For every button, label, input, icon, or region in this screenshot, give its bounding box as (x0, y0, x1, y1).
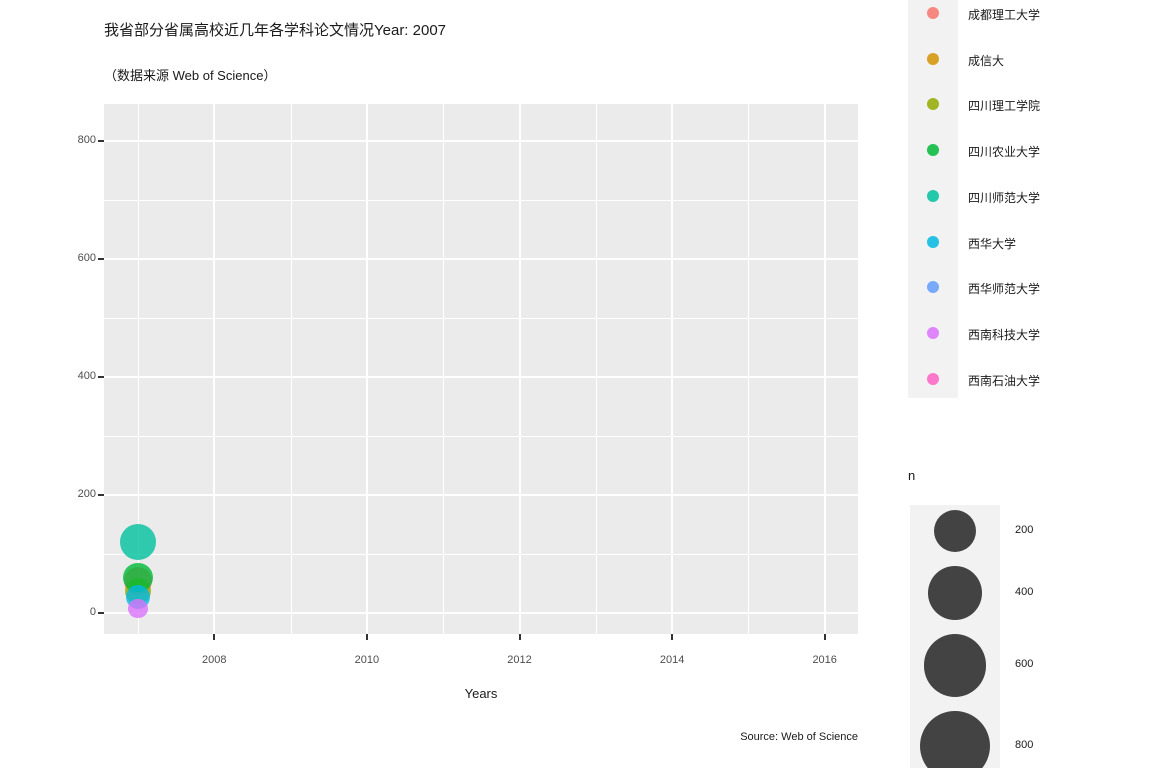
legend-item-label: 西华大学 (968, 236, 1017, 251)
size-legend-label: 800 (1015, 738, 1034, 751)
gridline-major-vertical (518, 104, 521, 634)
size-legend-label: 600 (1015, 658, 1034, 671)
legend-item-label: 成信大 (968, 53, 1005, 68)
size-legend-label: 200 (1015, 524, 1034, 537)
y-tick-mark (98, 612, 104, 614)
size-legend-title: n (908, 468, 916, 483)
data-bubble (128, 598, 148, 618)
x-tick-label: 2008 (202, 654, 227, 666)
x-tick-mark (365, 634, 368, 640)
y-tick-mark (98, 140, 104, 142)
legend-item-label: 四川农业大学 (968, 145, 1041, 160)
y-tick-label: 800 (77, 134, 96, 146)
legend-item-label: 西南科技大学 (968, 327, 1041, 342)
x-tick-mark (213, 634, 216, 640)
plot-panel (104, 104, 858, 634)
y-tick-mark (98, 494, 104, 496)
size-legend-circle (919, 710, 991, 768)
size-legend-label: 400 (1015, 585, 1034, 598)
gridline-major-horizontal (104, 140, 858, 142)
legend-item: 成都理工大学 (908, 0, 1152, 36)
y-tick-mark (98, 258, 104, 260)
y-tick-mark (98, 376, 104, 378)
size-legend-circle (933, 510, 977, 553)
chart-subtitle: （数据来源 Web of Science） (104, 68, 277, 83)
legend-item: 四川农业大学 (908, 127, 1152, 173)
x-tick-label: 2010 (354, 654, 380, 666)
gridline-minor-vertical (595, 104, 597, 634)
x-tick-label: 2014 (659, 654, 685, 666)
data-bubble (120, 524, 156, 561)
gridline-major-horizontal (104, 258, 858, 260)
gridline-minor-vertical (748, 104, 750, 634)
size-legend-circle (928, 566, 982, 620)
gridline-major-horizontal (104, 494, 858, 496)
gridline-major-vertical (671, 104, 674, 634)
gridline-minor-horizontal (104, 200, 858, 201)
legend-item: 西南石油大学 (908, 356, 1152, 402)
legend-item-label: 西南石油大学 (968, 373, 1041, 388)
y-tick-label: 200 (77, 488, 96, 500)
gridline-minor-horizontal (104, 554, 858, 555)
legend-color-dot (927, 52, 939, 65)
gridline-major-vertical (213, 104, 216, 634)
x-tick-mark (518, 634, 521, 640)
legend-item-label: 四川理工学院 (968, 99, 1041, 114)
legend-color-dot (927, 281, 939, 294)
legend-item: 西华大学 (908, 219, 1152, 265)
legend-color-dot (927, 235, 939, 248)
y-tick-label: 600 (77, 252, 96, 264)
legend-item-label: 四川师范大学 (968, 190, 1041, 205)
legend-color-dot (927, 189, 939, 202)
legend-item: 四川理工学院 (908, 81, 1152, 127)
legend-color-dot (927, 326, 939, 339)
size-legend-circle (923, 633, 987, 697)
y-tick-label: 0 (89, 606, 96, 618)
legend-color-dot (927, 144, 939, 157)
gridline-major-vertical (823, 104, 826, 634)
legend-color-dot (927, 7, 939, 19)
x-tick-mark (671, 634, 674, 640)
legend-color-dot (927, 372, 939, 385)
legend-item-label: 成都理工大学 (968, 8, 1041, 22)
legend-item: 成信大 (908, 36, 1152, 82)
gridline-major-horizontal (104, 612, 858, 614)
chart-caption: Source: Web of Science (740, 731, 858, 743)
legend-item: 西华师范大学 (908, 264, 1152, 310)
legend-color-dot (927, 98, 939, 111)
x-tick-label: 2012 (507, 654, 532, 666)
gridline-major-horizontal (104, 376, 858, 378)
x-tick-label: 2016 (812, 654, 837, 666)
x-axis-title: Years (464, 686, 498, 701)
legend-item-label: 西华师范大学 (968, 282, 1041, 297)
gridline-major-vertical (365, 104, 368, 634)
y-tick-label: 400 (77, 370, 96, 382)
gridline-minor-vertical (138, 104, 139, 634)
gridline-minor-horizontal (104, 436, 858, 437)
legend-item: 四川师范大学 (908, 173, 1152, 219)
gridline-minor-horizontal (104, 318, 858, 319)
legend-item: 西南科技大学 (908, 310, 1152, 356)
chart-title: 我省部分省属高校近几年各学科论文情况Year: 2007 (104, 22, 447, 39)
x-tick-mark (823, 634, 826, 640)
gridline-minor-vertical (290, 104, 292, 634)
gridline-minor-vertical (443, 104, 445, 634)
